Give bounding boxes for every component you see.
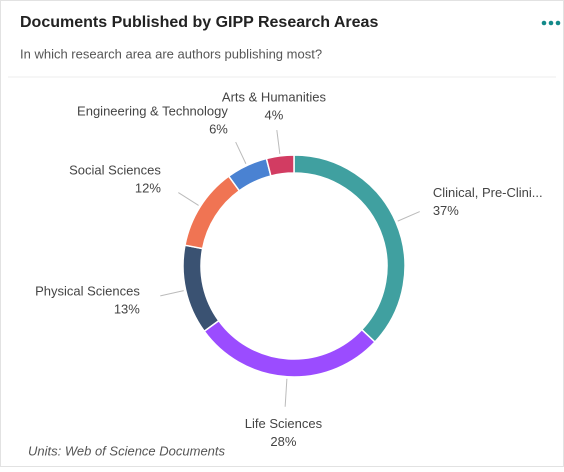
leader-line xyxy=(235,141,247,164)
slice-label: Engineering & Technology xyxy=(77,104,228,119)
menu-dot xyxy=(548,20,554,26)
slice-label: Social Sciences xyxy=(69,163,161,178)
leader-line xyxy=(276,130,281,154)
slice-value-label: 37% xyxy=(433,203,459,218)
slice-value-label: 4% xyxy=(265,108,284,123)
leader-line xyxy=(160,290,184,297)
leader-line xyxy=(284,378,288,407)
menu-dot xyxy=(555,20,561,26)
slice-value-label: 13% xyxy=(114,301,140,316)
slice-label: Physical Sciences xyxy=(35,283,140,298)
slice-value-label: 12% xyxy=(135,181,161,196)
menu-dot xyxy=(541,20,547,26)
slice-label: Life Sciences xyxy=(245,416,323,431)
slice-label: Arts & Humanities xyxy=(222,90,327,105)
donut-slice xyxy=(265,154,295,177)
leader-line xyxy=(397,211,420,222)
chart-title: Documents Published by GIPP Research Are… xyxy=(20,14,378,31)
chart-subtitle: In which research area are authors publi… xyxy=(20,46,322,61)
slice-value-label: 6% xyxy=(209,122,228,137)
menu-button[interactable] xyxy=(541,20,561,26)
slice-label: Clinical, Pre-Clini... xyxy=(433,185,543,200)
leader-line xyxy=(178,192,199,206)
units-note: Units: Web of Science Documents xyxy=(28,443,226,458)
slice-value-label: 28% xyxy=(270,434,296,449)
